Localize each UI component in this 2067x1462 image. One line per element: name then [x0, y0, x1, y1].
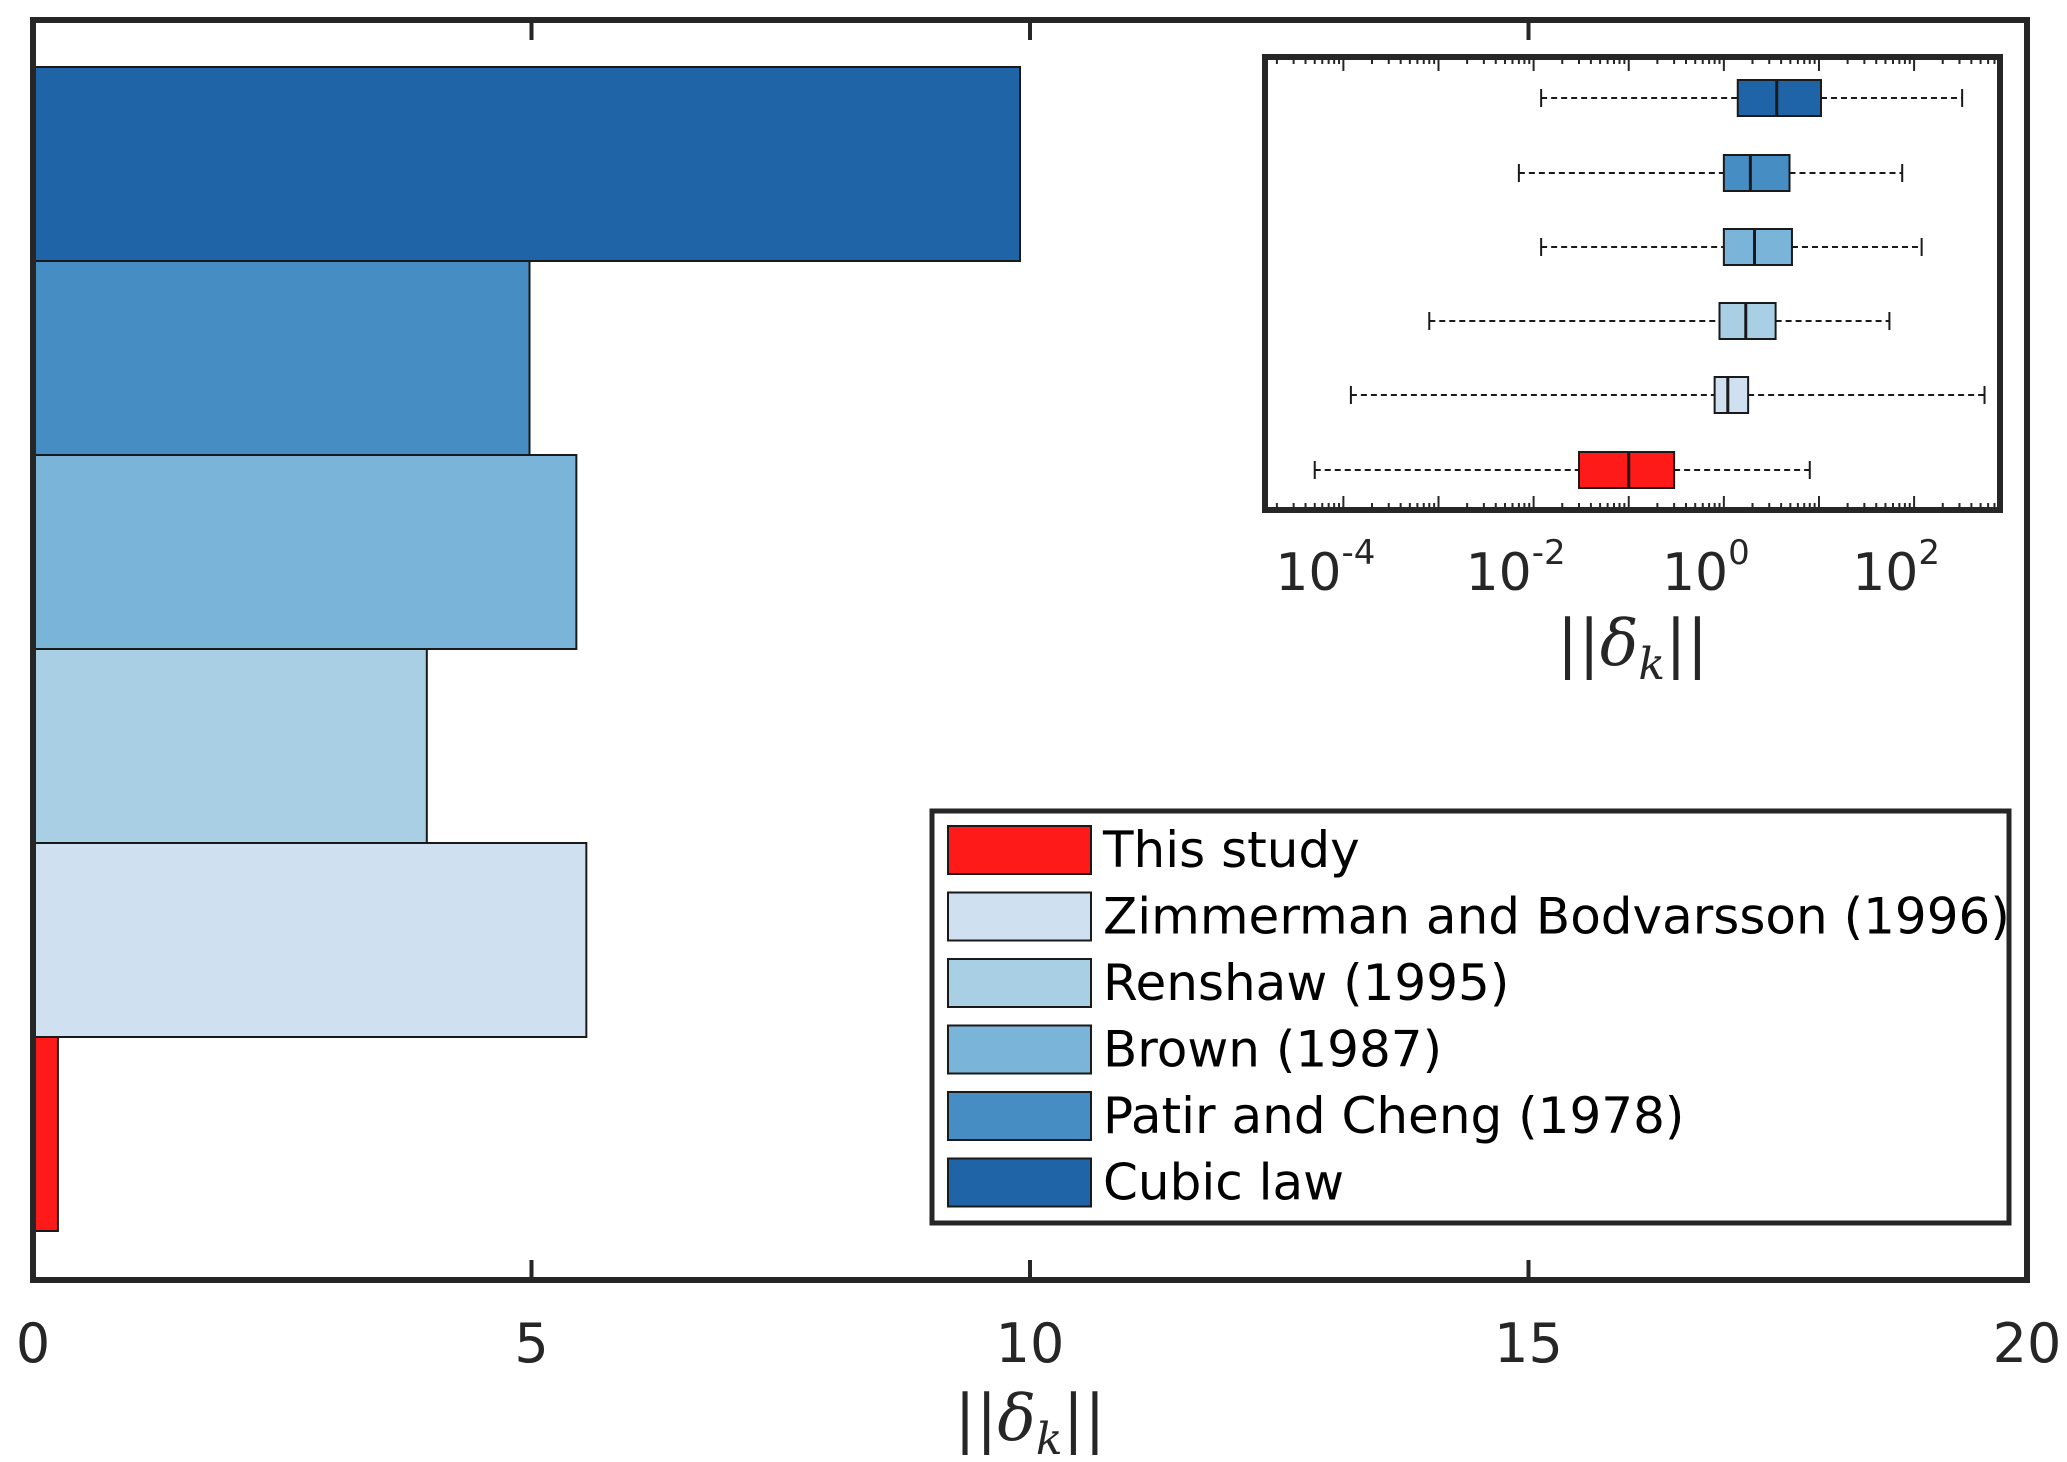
- legend-label: Renshaw (1995): [1103, 954, 1509, 1012]
- inset-x-axis-label: ||δk||: [1557, 607, 1708, 690]
- legend-label: Zimmerman and Bodvarsson (1996): [1103, 888, 2010, 946]
- x-tick-label: 15: [1494, 1312, 1563, 1375]
- box-iqr: [1722, 154, 1791, 192]
- box-iqr: [1713, 376, 1750, 414]
- legend-label: Brown (1987): [1103, 1021, 1442, 1079]
- inset-background: [1265, 57, 2000, 510]
- inset-x-tick-label: 100: [1662, 533, 1750, 603]
- box-iqr: [1718, 302, 1777, 340]
- bar-2: [32, 842, 588, 1038]
- inset-box-2: [1349, 376, 1986, 414]
- legend-swatch: [947, 1157, 1092, 1208]
- main-x-axis-label: ||δk||: [954, 1382, 1105, 1462]
- x-tick-label: 5: [514, 1312, 548, 1375]
- inset-box-6: [1540, 79, 1964, 117]
- inset-boxplot: 10-4 10-2 100 102 ||δk||: [1262, 54, 2003, 690]
- legend: This study Zimmerman and Bodvarsson (1996…: [929, 808, 2012, 1226]
- inset-border: [1262, 54, 2003, 513]
- inset-box-4: [1540, 228, 1923, 266]
- inset-x-tick-label: 10-2: [1466, 533, 1566, 603]
- bar-5: [32, 260, 531, 456]
- main-bars: [32, 66, 1022, 1232]
- inset-x-tick-label: 10-4: [1275, 533, 1375, 603]
- inset-box-1: [1313, 451, 1811, 489]
- bar-1: [32, 1036, 59, 1232]
- x-tick-label: 10: [996, 1312, 1065, 1375]
- bar-4: [32, 454, 578, 650]
- x-tick-label: 0: [16, 1312, 50, 1375]
- legend-swatch: [947, 958, 1092, 1008]
- box-iqr: [1722, 228, 1793, 266]
- inset-x-tick-label: 102: [1852, 533, 1940, 603]
- box-iqr: [1577, 451, 1676, 489]
- bar-3: [32, 648, 428, 844]
- x-tick-label: 20: [1993, 1312, 2062, 1375]
- box-iqr: [1736, 79, 1822, 117]
- legend-swatch: [947, 1024, 1092, 1075]
- legend-swatch: [947, 891, 1092, 942]
- legend-label: Cubic law: [1103, 1154, 1344, 1212]
- legend-label: Patir and Cheng (1978): [1103, 1087, 1684, 1145]
- inset-box-5: [1517, 154, 1904, 192]
- legend-swatch: [947, 1091, 1092, 1141]
- legend-box: [929, 808, 2012, 1226]
- inset-box-3: [1428, 302, 1891, 340]
- bar-6: [32, 66, 1022, 262]
- main-x-ticks: 0 5 10 15 20: [16, 20, 2062, 1375]
- legend-label: This study: [1102, 821, 1360, 879]
- legend-swatch: [947, 825, 1092, 875]
